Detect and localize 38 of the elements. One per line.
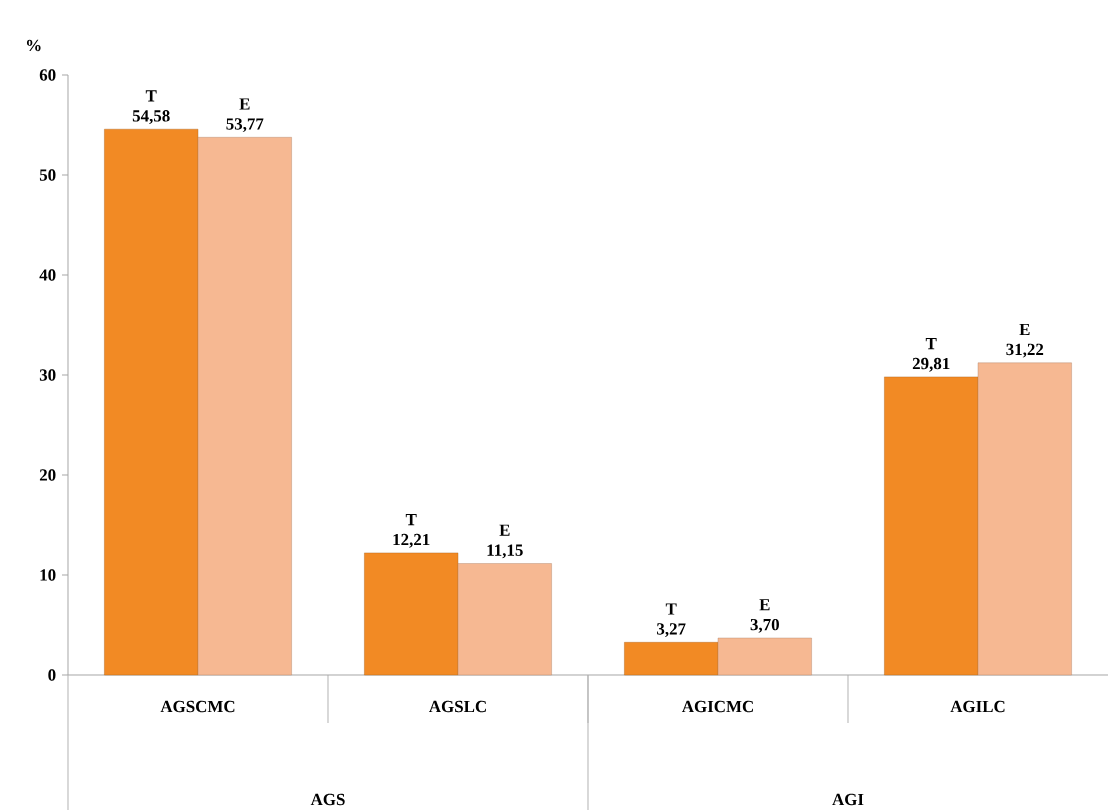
text: AGI — [832, 793, 864, 806]
x-tick-label: AGICMC — [681, 700, 753, 713]
data-label: 54,58 — [132, 110, 170, 124]
y-tick-label: 30 — [39, 369, 56, 381]
data-label: 53,77 — [226, 118, 264, 133]
bar — [717, 637, 812, 676]
y-tick-label: 40 — [39, 269, 56, 281]
text: E — [759, 599, 770, 611]
text: E — [239, 98, 250, 110]
bar — [197, 137, 292, 676]
text: AGS — [310, 793, 345, 806]
series-label: E — [499, 524, 510, 536]
data-label: 3,70 — [750, 618, 779, 633]
x-tick-label: AGILC — [950, 700, 1005, 713]
bar — [977, 362, 1072, 676]
x-tick-label: AGSLC — [429, 700, 486, 713]
text: T — [405, 514, 417, 526]
text: T — [665, 603, 677, 615]
data-label: 31,22 — [1006, 343, 1044, 358]
data-label: 3,27 — [657, 623, 686, 638]
x-tick-label: AGSCMC — [160, 700, 235, 713]
y-tick-label: 20 — [39, 469, 56, 481]
bar — [457, 563, 552, 676]
series-label: T — [145, 90, 157, 102]
bar — [364, 552, 459, 676]
y-tick-label: 50 — [39, 169, 56, 181]
bar — [624, 642, 719, 676]
data-label: 12,21 — [393, 533, 430, 548]
text: T — [925, 338, 937, 350]
bar — [104, 129, 199, 676]
y-axis-title: % — [26, 39, 41, 52]
data-label: 11,15 — [487, 544, 523, 559]
data-label: 29,81 — [912, 357, 950, 372]
text: E — [1019, 323, 1030, 336]
y-tick-label: 10 — [40, 569, 56, 581]
y-tick-label: 60 — [39, 69, 56, 81]
bar — [884, 376, 979, 676]
y-tick-label: 0 — [48, 669, 56, 681]
